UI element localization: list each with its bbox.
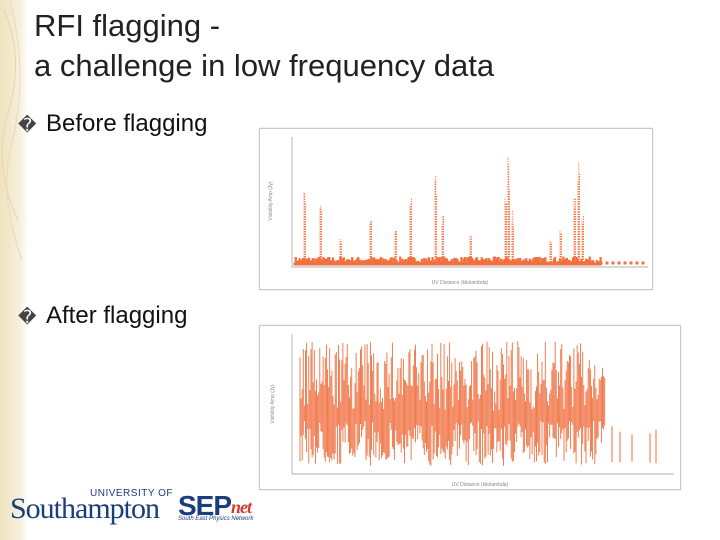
slide-title: RFI flagging - a challenge in low freque… xyxy=(34,6,494,86)
before-point xyxy=(641,261,645,265)
before-point xyxy=(635,261,639,265)
before-point xyxy=(351,257,354,266)
after-plot-svg: UV Distance (kilolambda) Visibility Amp … xyxy=(270,334,674,488)
before-point xyxy=(599,256,602,266)
bullet-glyph-icon: � xyxy=(18,307,37,328)
before-point xyxy=(463,257,467,266)
before-point xyxy=(312,258,315,266)
before-point xyxy=(399,256,402,266)
bullet-after: � After flagging xyxy=(18,302,187,330)
before-point xyxy=(629,261,633,265)
before-point xyxy=(588,256,591,266)
bullet-after-label: After flagging xyxy=(46,302,188,329)
southampton-logo: Southampton xyxy=(10,492,160,525)
before-point xyxy=(553,256,557,266)
after-y-label: Visibility Amp (Jy) xyxy=(270,384,276,423)
title-line-2: a challenge in low frequency data xyxy=(34,48,495,83)
before-flagging-plot: UV Distance (kilolambda) Visibility Amp … xyxy=(259,128,653,290)
before-point xyxy=(611,261,615,265)
bullet-before-label: Before flagging xyxy=(46,110,208,137)
before-point xyxy=(342,257,345,266)
before-y-label: Visibility Amp (Jy) xyxy=(268,181,274,220)
before-x-label: UV Distance (kilolambda) xyxy=(432,280,489,286)
before-point xyxy=(623,261,627,265)
sepnet-sep-text: SEP xyxy=(178,490,232,521)
before-point xyxy=(431,257,434,266)
decorative-swirl-pattern xyxy=(1,0,23,261)
before-point xyxy=(538,256,541,266)
sepnet-logo: SEPnet xyxy=(178,490,252,522)
sepnet-subtitle: South East Physics Network xyxy=(178,516,254,522)
before-point xyxy=(460,256,463,266)
university-of-text: UNIVERSITY OF xyxy=(90,488,173,499)
before-plot-svg: UV Distance (kilolambda) Visibility Amp … xyxy=(268,137,648,286)
bullet-before: � Before flagging xyxy=(18,110,207,138)
before-point xyxy=(605,261,609,265)
before-point xyxy=(617,261,621,265)
before-point xyxy=(390,257,393,266)
before-point xyxy=(544,257,547,266)
title-line-1: RFI flagging - xyxy=(34,8,221,43)
after-x-label: UV Distance (kilolambda) xyxy=(452,482,509,488)
before-point xyxy=(497,256,500,266)
before-point xyxy=(599,261,603,265)
bullet-glyph-icon: � xyxy=(18,115,37,136)
before-point xyxy=(438,256,441,266)
decorative-side-band xyxy=(0,0,28,540)
sepnet-net-text: net xyxy=(231,497,252,517)
before-point xyxy=(519,257,522,266)
after-flagging-plot: UV Distance (kilolambda) Visibility Amp … xyxy=(259,325,681,490)
